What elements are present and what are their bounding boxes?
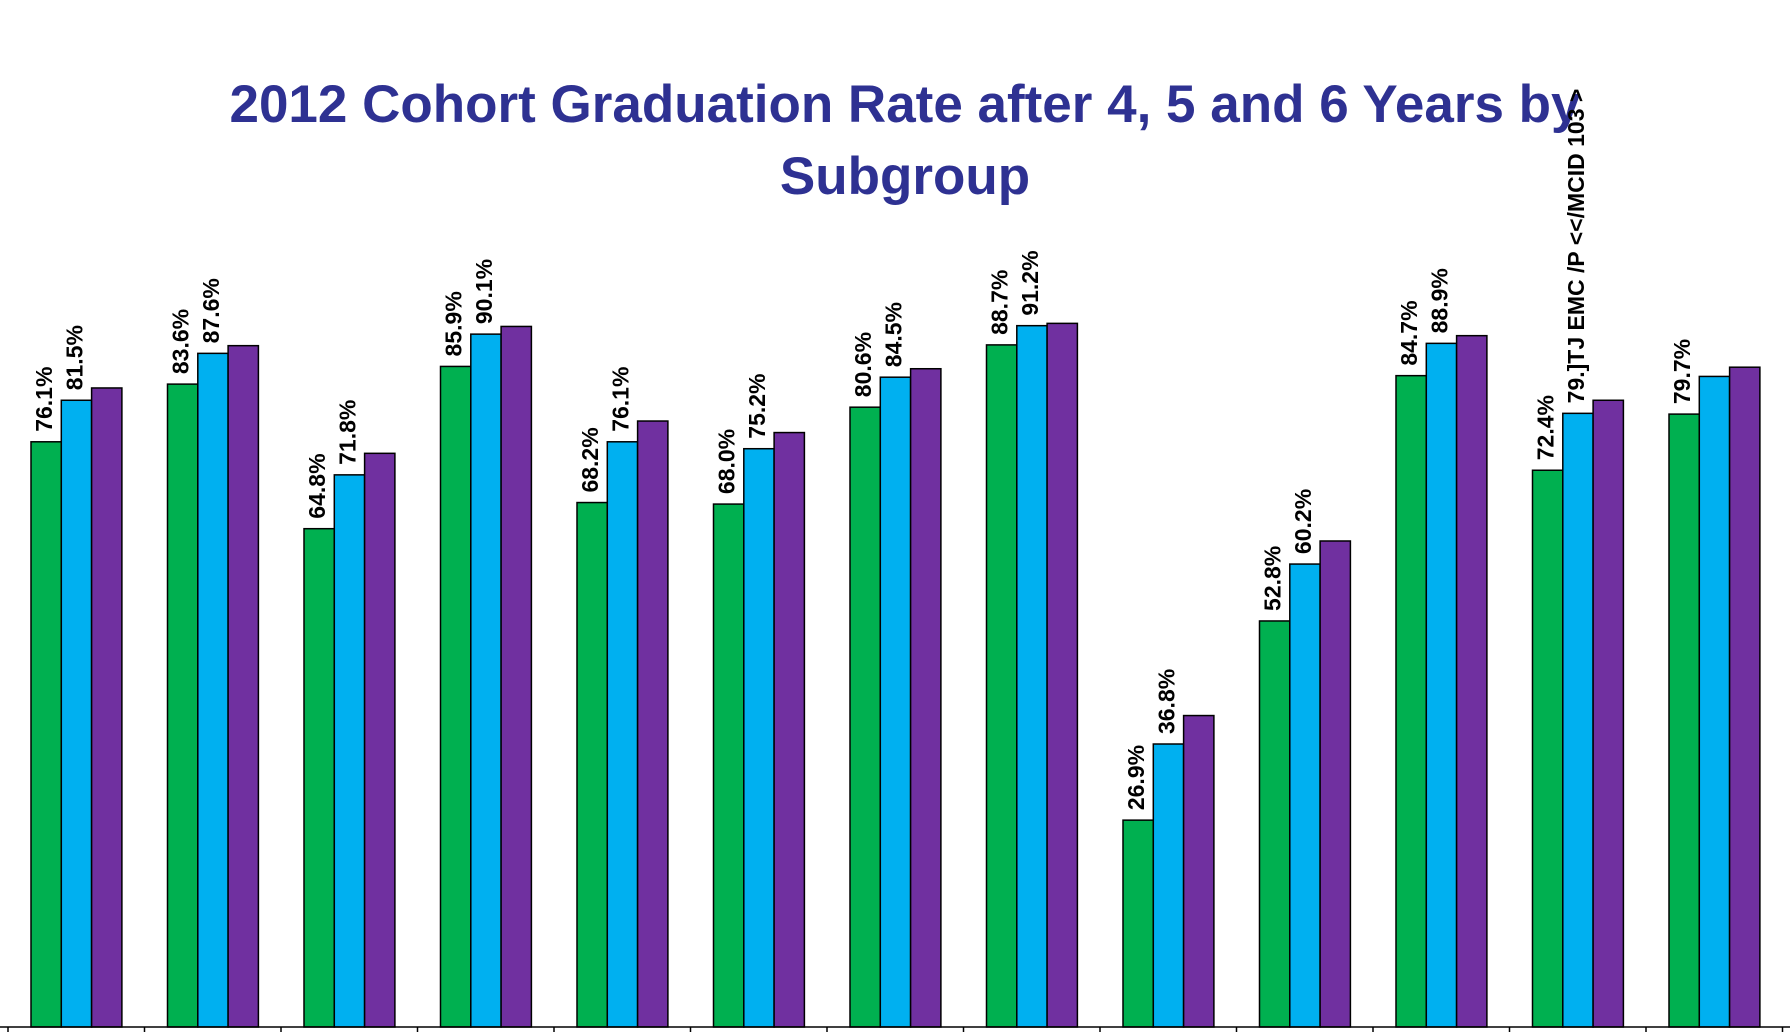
value-label: 68.2% xyxy=(577,427,603,492)
bar xyxy=(606,441,639,1028)
value-label: 75.2% xyxy=(744,373,770,438)
bar xyxy=(985,344,1018,1028)
value-label: 76.1% xyxy=(608,367,634,432)
bar xyxy=(636,420,669,1028)
bar xyxy=(60,399,93,1028)
bar xyxy=(849,406,882,1028)
bar xyxy=(90,387,123,1028)
bar xyxy=(470,333,502,1028)
bar xyxy=(1728,366,1761,1028)
value-label: 72.4% xyxy=(1533,395,1559,460)
bar xyxy=(1698,375,1731,1028)
bar xyxy=(1046,322,1079,1028)
value-label: 90.1% xyxy=(471,259,497,324)
value-label: 83.6% xyxy=(168,309,194,374)
value-label: 88.9% xyxy=(1427,268,1453,333)
bar xyxy=(1668,413,1701,1028)
bar xyxy=(1455,334,1488,1028)
bar xyxy=(1425,342,1458,1028)
value-label: 52.8% xyxy=(1260,546,1286,611)
bar xyxy=(30,441,63,1028)
value-label: 26.9% xyxy=(1123,745,1149,810)
value-label: 85.9% xyxy=(441,291,467,356)
bar xyxy=(197,352,229,1028)
value-label: 84.7% xyxy=(1396,300,1422,365)
bar xyxy=(909,367,942,1028)
bar xyxy=(1531,469,1564,1028)
value-label: 81.5% xyxy=(62,325,88,390)
value-label: 64.8% xyxy=(304,453,330,518)
bar xyxy=(1592,399,1625,1028)
bar xyxy=(166,383,199,1028)
bar xyxy=(333,474,366,1028)
value-label: 79.]TJ EMC /P <</MCID 103 > xyxy=(1563,89,1589,404)
bar xyxy=(500,325,533,1028)
bar xyxy=(773,431,806,1028)
value-label: 88.7% xyxy=(987,270,1013,335)
bar xyxy=(1319,540,1352,1028)
value-label: 36.8% xyxy=(1154,669,1180,734)
value-label: 79.7% xyxy=(1669,339,1695,404)
bar xyxy=(1152,743,1185,1028)
bar xyxy=(1122,819,1155,1028)
bar xyxy=(1258,620,1291,1028)
value-label: 71.8% xyxy=(335,400,361,465)
bar xyxy=(879,376,912,1028)
value-label: 84.5% xyxy=(881,302,907,367)
bar xyxy=(303,527,336,1028)
bar xyxy=(1289,563,1321,1028)
value-label: 60.2% xyxy=(1290,489,1316,554)
value-label: 76.1% xyxy=(31,367,57,432)
value-label: 87.6% xyxy=(198,278,224,343)
bar xyxy=(227,344,260,1028)
value-label: 68.0% xyxy=(714,429,740,494)
bar xyxy=(1395,374,1428,1028)
bar xyxy=(1182,714,1215,1028)
value-label: 80.6% xyxy=(850,332,876,397)
bar xyxy=(1562,412,1594,1028)
bar xyxy=(712,503,745,1028)
chart-title: 2012 Cohort Graduation Rate after 4, 5 a… xyxy=(229,75,1581,134)
bar xyxy=(743,447,775,1028)
bar xyxy=(576,501,609,1028)
value-label: 91.2% xyxy=(1017,250,1043,315)
bar xyxy=(363,452,396,1028)
bar xyxy=(1016,324,1048,1028)
bar xyxy=(439,365,472,1028)
chart-title: Subgroup xyxy=(780,147,1030,206)
